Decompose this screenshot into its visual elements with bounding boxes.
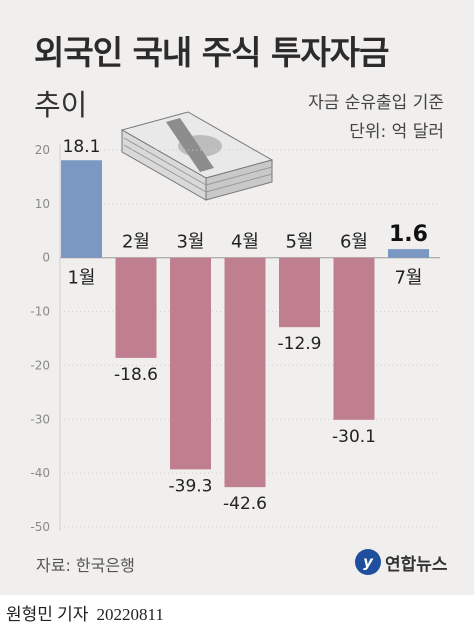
publish-date: 20220811	[96, 605, 164, 624]
category-label: 7월	[394, 268, 422, 289]
bar-chart: 20 10 0 -10 -20 -30 -40 -50 18.1 1월 -18.6 2월 -39.3 3월…	[30, 111, 440, 534]
y-tick-label: 10	[35, 197, 50, 211]
category-label: 6월	[340, 232, 368, 253]
reporter-name: 원형민 기자	[6, 605, 89, 624]
category-label: 3월	[176, 232, 204, 253]
bar-6	[333, 257, 375, 420]
value-label: -18.6	[114, 365, 158, 385]
unit-note: 단위: 억 달러	[349, 122, 444, 142]
yonhap-logo: y 연합뉴스	[355, 549, 448, 575]
y-tick-label: -40	[30, 466, 50, 480]
chart-subtitle: 추이	[34, 88, 88, 122]
source-note: 자료: 한국은행	[36, 556, 135, 575]
yonhap-logo-icon: y	[355, 549, 381, 575]
y-tick-label: 20	[35, 143, 50, 157]
y-tick-label: -10	[30, 305, 50, 319]
bar-4	[224, 257, 266, 488]
bar-5	[279, 257, 320, 328]
y-tick-label: 0	[42, 251, 50, 265]
bar-2	[115, 257, 157, 358]
bar-3	[170, 257, 211, 470]
value-label: -42.6	[223, 494, 267, 514]
byline: 원형민 기자 20220811	[6, 600, 164, 625]
value-label: -39.3	[169, 476, 213, 496]
logo-text: 연합뉴스	[385, 554, 448, 575]
category-label: 5월	[285, 232, 313, 253]
bar-7	[388, 249, 429, 258]
category-label: 2월	[122, 232, 150, 253]
category-label: 1월	[67, 268, 95, 289]
value-label: -30.1	[332, 427, 376, 447]
category-label: 4월	[231, 232, 259, 253]
bar-1	[61, 160, 102, 258]
chart-title: 외국인 국내 주식 투자자금	[34, 33, 389, 72]
value-label: 18.1	[63, 137, 101, 157]
value-label: -12.9	[278, 334, 322, 354]
y-tick-label: -30	[30, 412, 50, 426]
infographic-card: 외국인 국내 주식 투자자금 추이 자금 순유출입 기준 단위: 억 달러 20…	[0, 0, 474, 595]
basis-note: 자금 순유출입 기준	[308, 93, 444, 113]
value-label: 1.6	[389, 222, 428, 247]
money-bundle-icon	[120, 111, 274, 201]
y-tick-label: -20	[30, 358, 50, 372]
y-tick-label: -50	[30, 520, 50, 534]
